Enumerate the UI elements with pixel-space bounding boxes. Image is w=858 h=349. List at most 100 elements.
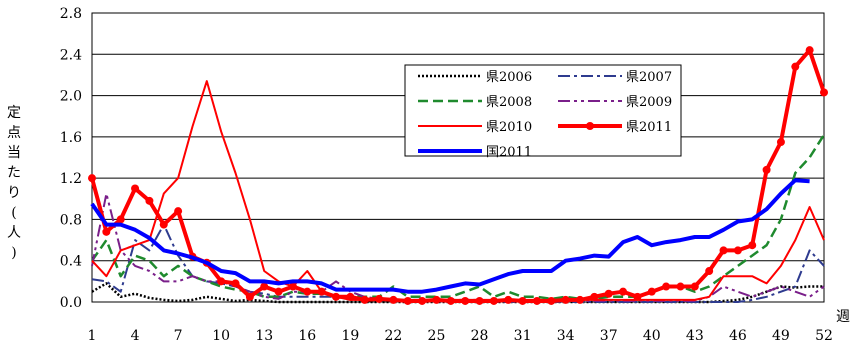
y-axis-label-char: )	[11, 245, 17, 261]
x-tick-label: 25	[428, 328, 446, 344]
series-line	[90, 48, 826, 303]
series-point	[619, 287, 628, 296]
x-tick-label: 31	[514, 328, 532, 344]
y-tick-label: 1.2	[60, 171, 82, 187]
series-point	[102, 227, 111, 236]
x-tick-labels: 1 4 7 10 13 16 19 22 25 28 31 34 37 40 43 46 49 52	[88, 328, 833, 344]
y-axis-label-char: 定	[7, 105, 21, 121]
series-point	[131, 184, 140, 193]
x-tick-label: 43	[686, 328, 704, 344]
y-axis-label: 定点当たり (人)	[2, 103, 26, 263]
y-tick-labels: 0.0 0.4 0.8 1.2 1.6 2.0 2.4 2.8	[60, 6, 82, 311]
series-point	[174, 207, 183, 216]
series-point	[733, 246, 742, 255]
series-point	[504, 295, 513, 304]
x-tick-label: 52	[815, 328, 833, 344]
series-point	[231, 279, 240, 288]
series-point	[547, 296, 556, 305]
x-tick-label: 19	[341, 328, 359, 344]
series-line	[90, 178, 810, 294]
series-point	[705, 267, 714, 276]
series-point	[461, 296, 470, 305]
series-point	[561, 295, 570, 304]
x-tick-label: 16	[298, 328, 316, 344]
series-point	[590, 292, 599, 301]
series-point	[245, 292, 254, 301]
series-point	[159, 220, 168, 229]
legend-label: 県2008	[486, 95, 532, 110]
x-axis-label: 週	[836, 309, 850, 325]
series-point	[145, 196, 154, 205]
y-axis-label-char: 人	[7, 225, 21, 241]
series-point	[690, 282, 699, 291]
legend-label: 県2007	[626, 70, 672, 85]
legend-label: 県2010	[486, 120, 532, 135]
series-point	[274, 287, 283, 296]
series-point	[116, 215, 125, 224]
x-tick-label: 22	[384, 328, 402, 344]
plot-area	[91, 12, 825, 303]
series-point	[633, 292, 642, 301]
legend-box	[404, 64, 682, 157]
series-point	[217, 277, 226, 286]
series-point	[332, 292, 340, 301]
legend-label: 県2006	[486, 70, 532, 85]
x-tick-label: 4	[131, 328, 140, 344]
x-tick-label: 10	[212, 328, 230, 344]
y-axis-label-char: (	[11, 205, 17, 221]
legend: 県2006 県2007 県2008 県2009 県2010 県2011 国2011	[404, 64, 682, 160]
legend-label: 県2009	[626, 95, 672, 110]
series-point	[820, 88, 828, 97]
series-point	[762, 165, 771, 174]
series-point	[604, 289, 613, 298]
y-axis-label-char: 点	[7, 125, 21, 141]
series-point	[303, 287, 312, 296]
series-point	[776, 138, 785, 147]
series-point	[260, 282, 269, 291]
series-point	[532, 296, 541, 305]
y-tick-label: 0.0	[60, 295, 82, 311]
series-point	[403, 296, 412, 305]
series-point	[791, 62, 800, 71]
series-point	[446, 296, 455, 305]
y-tick-label: 2.4	[60, 47, 82, 63]
series-point	[346, 292, 355, 301]
series-lines	[88, 46, 828, 305]
x-tick-label: 40	[643, 328, 661, 344]
series-point	[475, 296, 484, 305]
y-axis-label-char: た	[7, 165, 21, 181]
x-tick-label: 37	[600, 328, 618, 344]
y-axis-label-char: 当	[7, 145, 21, 161]
series-point	[576, 295, 584, 304]
series-point	[317, 287, 326, 296]
legend-label: 県2011	[626, 120, 672, 135]
series-point	[676, 282, 685, 291]
series-point	[88, 174, 96, 183]
series-point	[432, 295, 441, 304]
legend-marker	[586, 122, 594, 130]
x-tick-label: 46	[729, 328, 747, 344]
series-point	[489, 296, 498, 305]
series-point	[518, 296, 527, 305]
x-tick-label: 1	[88, 328, 97, 344]
series-point	[748, 241, 757, 250]
y-tick-label: 2.8	[60, 6, 82, 22]
y-tick-label: 0.8	[60, 212, 82, 228]
x-tick-label: 13	[255, 328, 273, 344]
series-point	[288, 282, 297, 291]
series-point	[805, 46, 814, 55]
x-tick-label: 49	[772, 328, 790, 344]
series-point	[662, 282, 671, 291]
y-tick-label: 1.6	[60, 130, 82, 146]
series-point	[647, 287, 656, 296]
y-tick-label: 2.0	[60, 89, 82, 105]
x-tick-label: 34	[557, 328, 575, 344]
series-point	[389, 295, 398, 304]
legend-label: 国2011	[486, 145, 532, 160]
x-tick-label: 28	[471, 328, 489, 344]
series-point	[360, 295, 369, 304]
series-point	[719, 246, 728, 255]
series-point	[375, 294, 384, 303]
series-point	[418, 296, 427, 305]
